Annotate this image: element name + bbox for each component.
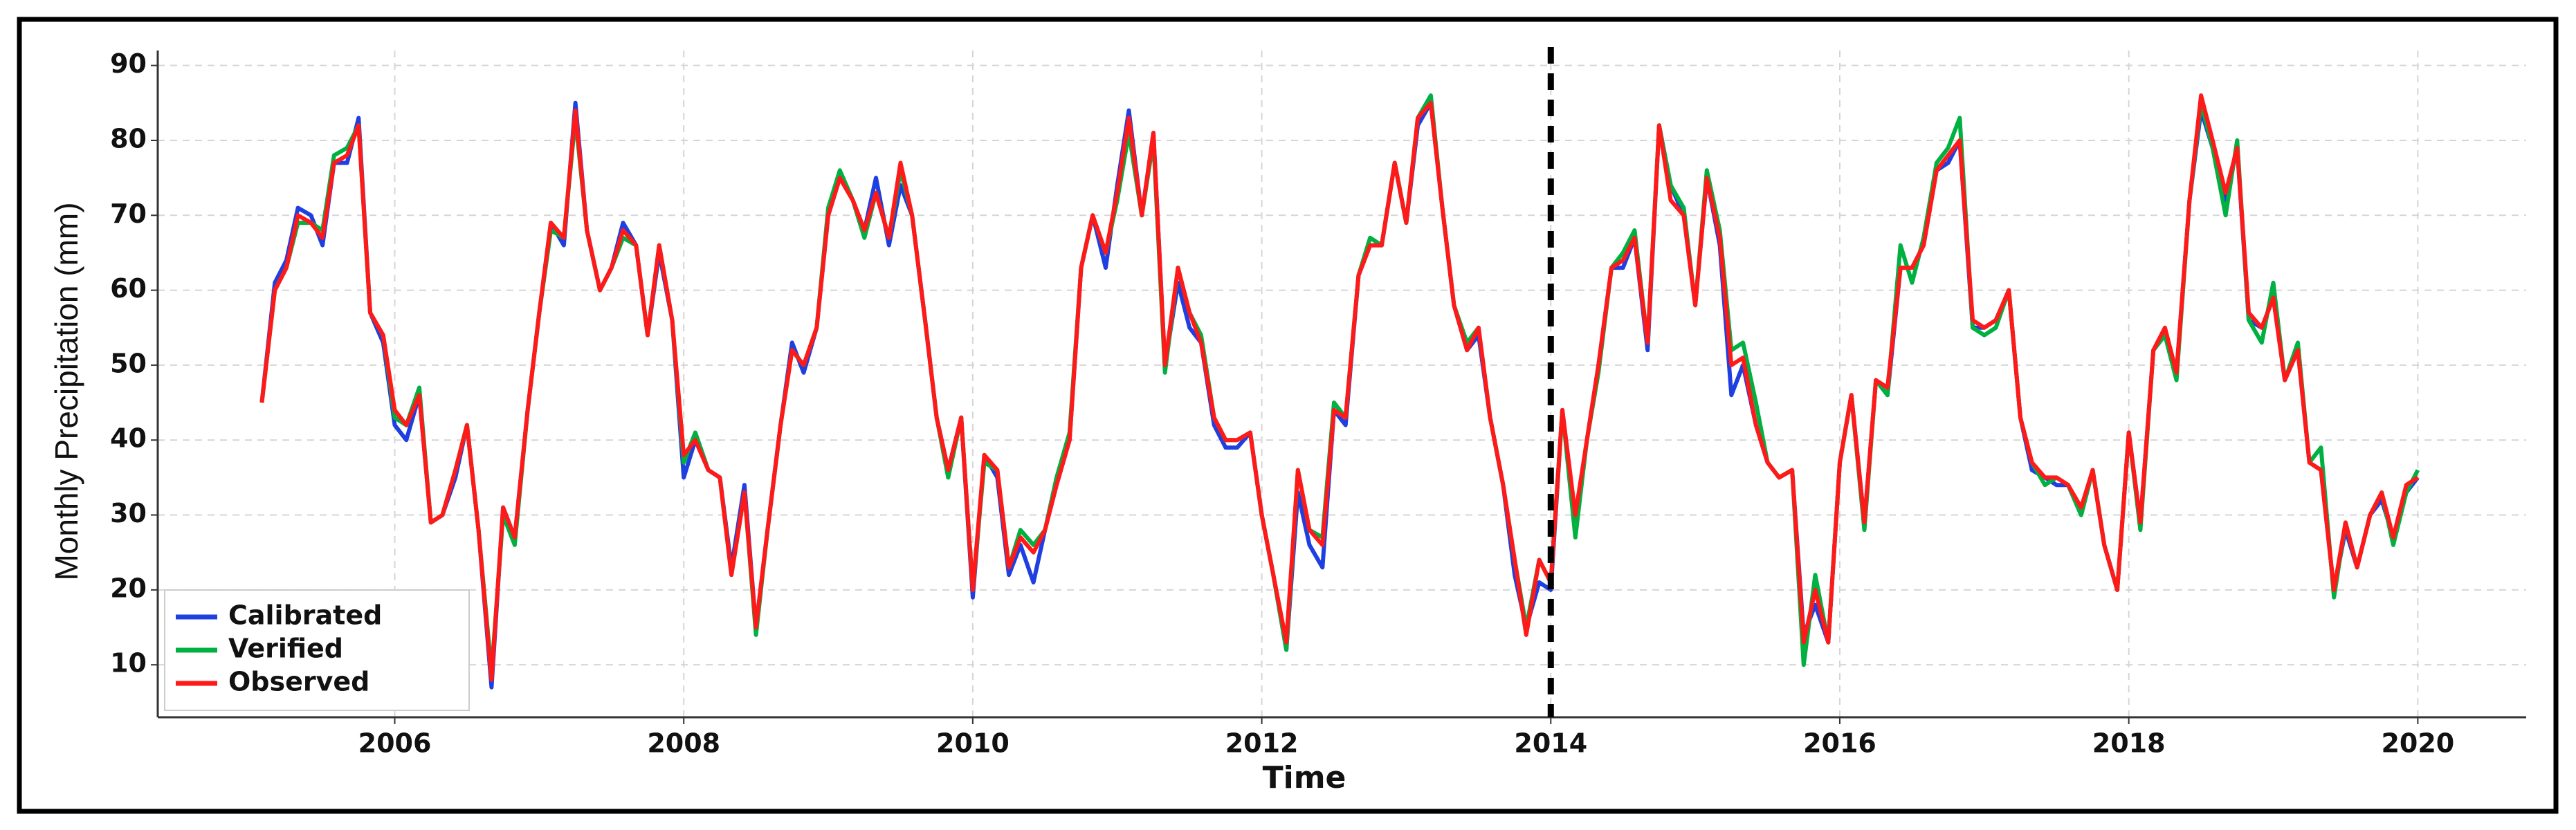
y-tick-label: 40	[110, 423, 147, 454]
y-tick-label: 90	[110, 48, 147, 79]
legend-label: Verified	[228, 634, 343, 664]
x-tick-label: 2018	[2092, 728, 2166, 759]
y-tick-label: 60	[110, 273, 147, 304]
y-tick-label: 20	[110, 573, 147, 603]
legend-label: Calibrated	[228, 600, 382, 631]
plot-area: 10 20 30 40 50 60 70 80 90 2006 2008 2010 2012 2014 20…	[110, 47, 2526, 759]
x-tick-label: 2010	[936, 728, 1010, 759]
x-tick-label: 2014	[1514, 728, 1587, 759]
x-tick-label: 2008	[647, 728, 720, 759]
y-tick-label: 70	[110, 199, 147, 229]
y-axis-label: Monthly Precipitation (mm)	[48, 202, 84, 580]
x-tick-label: 2012	[1225, 728, 1299, 759]
series-line	[259, 93, 2420, 682]
x-tick-label: 2016	[1803, 728, 1876, 759]
x-axis-label: Time	[1263, 760, 1346, 795]
x-tick-label: 2006	[358, 728, 432, 759]
y-tick-label: 80	[110, 123, 147, 154]
x-tick-label: 2020	[2381, 728, 2454, 759]
y-tick-label: 50	[110, 348, 147, 378]
y-tick-label: 10	[110, 648, 147, 679]
legend-label: Observed	[228, 667, 369, 697]
y-tick-label: 30	[110, 498, 147, 528]
